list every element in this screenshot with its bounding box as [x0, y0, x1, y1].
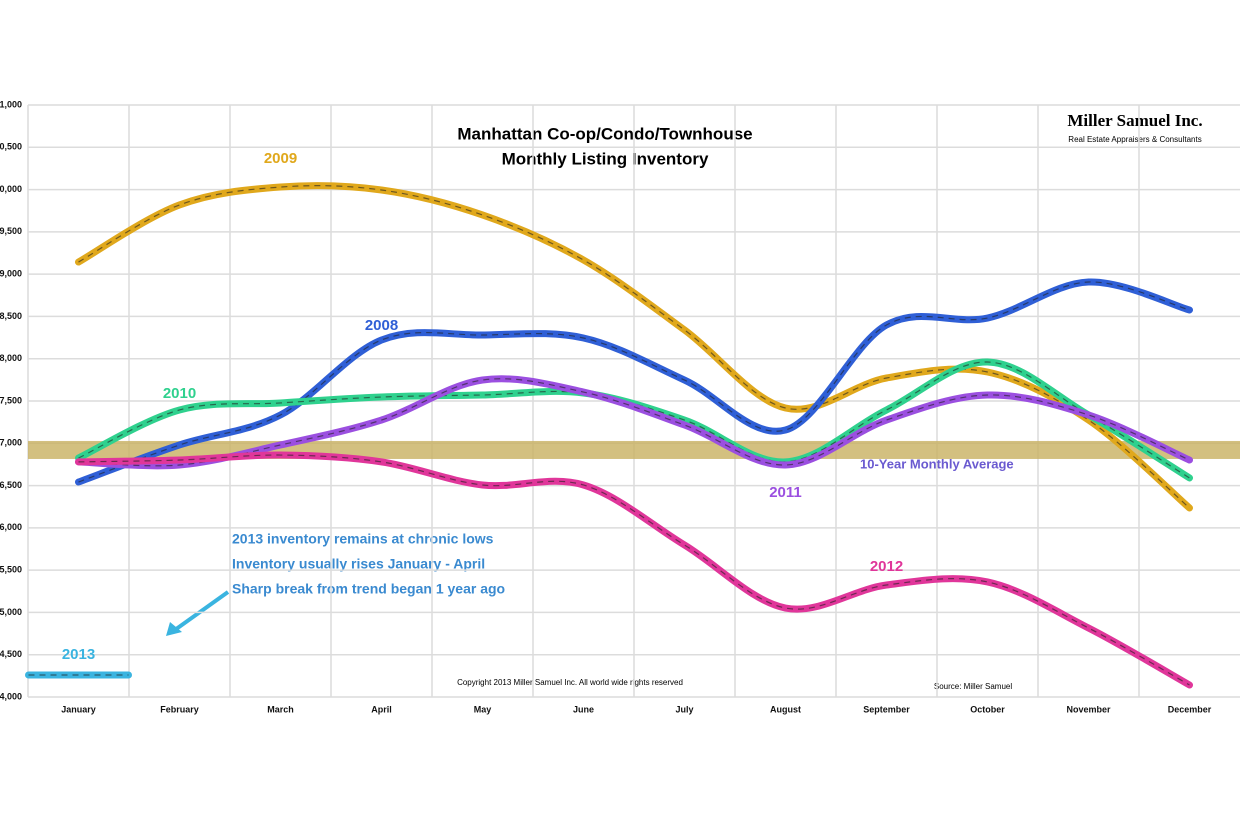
y-tick-label: 5,500 [0, 565, 22, 575]
x-tick-label: July [675, 704, 693, 714]
chart-title: Manhattan Co-op/Condo/Townhouse [457, 124, 752, 143]
x-tick-label: November [1066, 704, 1111, 714]
annotation: Inventory usually rises January - April [232, 556, 485, 572]
annotation: Sharp break from trend began 1 year ago [232, 581, 505, 597]
series-line-dash [78, 185, 1190, 509]
series-line-dash [78, 378, 1190, 467]
x-tick-label: October [970, 704, 1005, 714]
y-tick-label: 7,000 [0, 438, 22, 448]
y-tick-label: 4,500 [0, 649, 22, 659]
series-line-dash [78, 281, 1190, 483]
logo: Miller Samuel Inc. [1067, 111, 1202, 130]
y-tick-label: 6,500 [0, 480, 22, 490]
y-tick-label: 9,000 [0, 269, 22, 279]
series-label: 2013 [62, 646, 95, 663]
logo-subtitle: Real Estate Appraisers & Consultants [1068, 135, 1201, 144]
series-label: 2009 [264, 150, 297, 167]
series-label: 2008 [365, 317, 398, 334]
y-tick-label: 8,500 [0, 311, 22, 321]
average-label: 10-Year Monthly Average [860, 456, 1014, 471]
x-tick-label: April [371, 704, 392, 714]
y-tick-label: 8,000 [0, 353, 22, 363]
y-tick-label: 4,000 [0, 691, 22, 701]
x-tick-label: August [770, 704, 801, 714]
series-line-dash [78, 454, 1190, 686]
series-label: 2011 [769, 484, 802, 501]
chart-subtitle: Monthly Listing Inventory [502, 149, 709, 168]
y-tick-label: 7,500 [0, 395, 22, 405]
series-label: 2012 [870, 558, 903, 575]
y-tick-label: 10,000 [0, 184, 22, 194]
series-line-dash [78, 361, 1190, 479]
y-tick-label: 5,000 [0, 607, 22, 617]
source: Source: Miller Samuel [934, 682, 1012, 691]
x-tick-label: March [267, 704, 294, 714]
x-tick-label: May [474, 704, 492, 714]
series-label: 2010 [163, 385, 196, 402]
x-tick-label: September [863, 704, 910, 714]
annotation: 2013 inventory remains at chronic lows [232, 531, 494, 547]
y-tick-label: 6,000 [0, 522, 22, 532]
y-tick-label: 9,500 [0, 226, 22, 236]
x-tick-label: January [61, 704, 96, 714]
x-tick-label: December [1168, 704, 1212, 714]
y-tick-label: 10,500 [0, 142, 22, 152]
y-tick-label: 11,000 [0, 99, 22, 109]
arrow-head [166, 622, 182, 636]
x-tick-label: February [160, 704, 199, 714]
x-tick-label: June [573, 704, 594, 714]
copyright: Copyright 2013 Miller Samuel Inc. All wo… [457, 678, 683, 687]
